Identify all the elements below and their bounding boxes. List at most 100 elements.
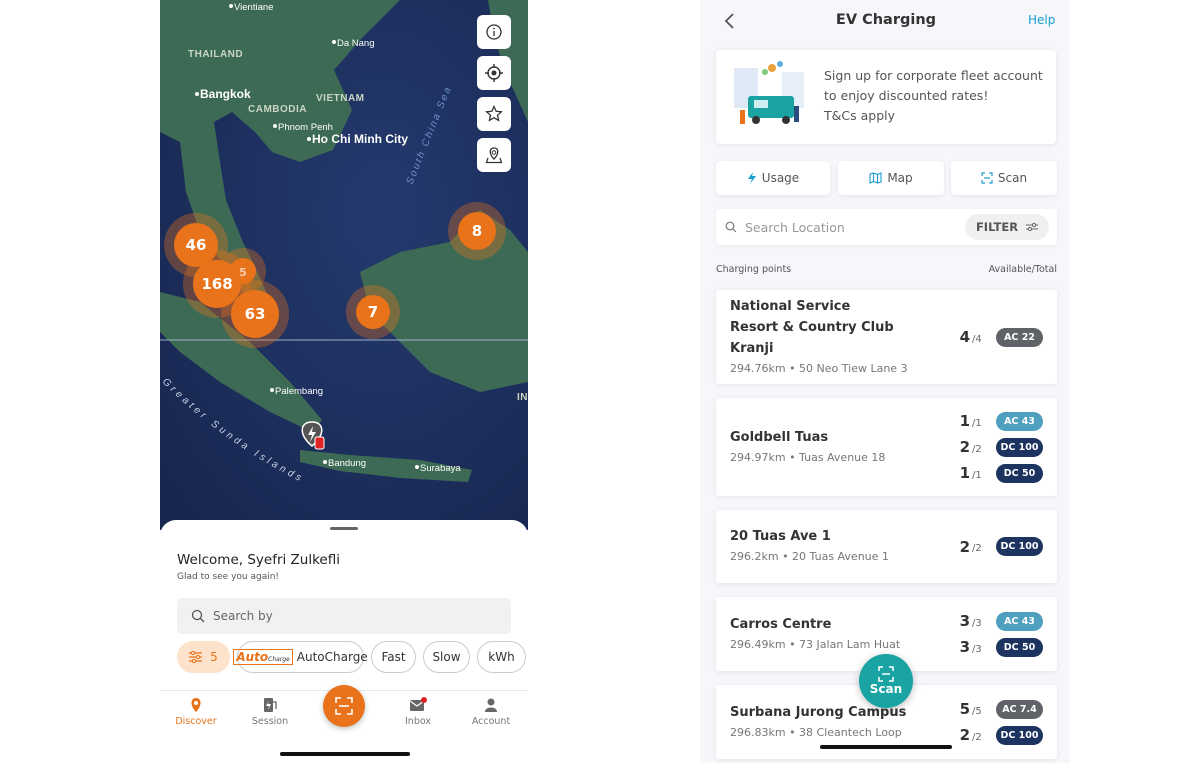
search-placeholder: Search Location: [745, 219, 845, 235]
map-tab[interactable]: Map: [838, 161, 944, 195]
kwh-chip[interactable]: kWh: [477, 641, 526, 673]
connectors: 4/4 AC 22: [959, 290, 1043, 384]
chip-label: Fast: [381, 650, 406, 664]
scan-fab[interactable]: Scan: [859, 654, 913, 708]
home-indicator: [820, 745, 952, 749]
connector-badge: DC 50: [996, 637, 1043, 657]
map-label: Bandung: [328, 458, 366, 469]
logo-charge: Charge: [268, 656, 290, 663]
connector-badge: AC 7.4: [996, 699, 1043, 719]
map-label: Surabaya: [420, 463, 461, 474]
info-button[interactable]: [477, 15, 511, 49]
nav-account[interactable]: Account: [456, 697, 526, 727]
connector-row: 2/2 DC 100: [959, 534, 1043, 560]
home-indicator: [280, 752, 410, 756]
welcome-text: Welcome, Syefri Zulkefli: [177, 552, 340, 568]
search-icon: [725, 221, 737, 233]
cluster-count: 168: [201, 275, 232, 293]
cluster[interactable]: 168: [183, 250, 251, 318]
connector-row: 5/5 AC 7.4: [959, 696, 1043, 722]
nav-session[interactable]: Session: [235, 697, 305, 727]
inbox-icon: [409, 697, 427, 711]
map-dot: [273, 124, 277, 128]
promo-message: Sign up for corporate fleet account to e…: [824, 68, 1043, 103]
usage-icon: [747, 172, 756, 184]
scan-fab[interactable]: [323, 685, 365, 727]
list-label: Charging points: [716, 264, 792, 275]
search-box[interactable]: Search by: [177, 598, 511, 634]
list-right-label: Available/Total: [988, 264, 1057, 275]
autocharge-chip[interactable]: Auto Charge AutoCharge: [233, 641, 368, 673]
map-dot: [229, 4, 233, 8]
total-count: /2: [972, 731, 982, 743]
station-card[interactable]: Goldbell Tuas 294.97km • Tuas Avenue 18 1/…: [716, 398, 1057, 496]
usage-tab[interactable]: Usage: [716, 161, 830, 195]
available-count: 1: [959, 412, 970, 430]
station-info: 20 Tuas Ave 1 296.2km • 20 Tuas Avenue 1: [730, 510, 930, 583]
scan-label: Scan: [869, 682, 903, 696]
filter-chip[interactable]: 5: [177, 641, 230, 673]
welcome-subtitle: Glad to see you again!: [177, 572, 280, 582]
station-detail: 294.76km • 50 Neo Tiew Lane 3: [730, 361, 908, 375]
available-count: 1: [959, 464, 970, 482]
chip-label: Slow: [432, 650, 461, 664]
connector-badge: DC 100: [996, 537, 1043, 556]
connectors: 5/5 AC 7.4 2/2 DC 100: [959, 685, 1043, 759]
station-info: National Service Resort & Country Club K…: [730, 290, 930, 384]
map-dot: [195, 92, 199, 96]
tab-label: Usage: [761, 171, 800, 185]
slow-chip[interactable]: Slow: [423, 641, 470, 673]
total-count: /2: [972, 543, 982, 554]
charger-pin[interactable]: [301, 421, 325, 450]
station-card[interactable]: National Service Resort & Country Club K…: [716, 290, 1057, 384]
screen-title: EV Charging: [835, 12, 937, 28]
session-icon: [264, 698, 277, 712]
cluster[interactable]: 7: [346, 285, 400, 339]
fast-chip[interactable]: Fast: [371, 641, 416, 673]
scan-tab-icon: [981, 172, 993, 184]
favourite-button[interactable]: [477, 97, 511, 131]
filter-button[interactable]: FILTER: [965, 214, 1049, 240]
connectors: 1/1 AC 43 2/2 DC 100 1/1 DC 50: [959, 398, 1043, 496]
connectors: 3/3 AC 43 3/3 DC 50: [959, 597, 1043, 671]
connector-row: 2/2 DC 100: [959, 434, 1043, 460]
pin-button[interactable]: [477, 138, 511, 172]
cluster-count: 7: [368, 303, 378, 321]
map-label: VIETNAM: [316, 93, 365, 104]
connector-row: 1/1 DC 50: [959, 460, 1043, 486]
station-card[interactable]: 20 Tuas Ave 1 296.2km • 20 Tuas Avenue 1 2…: [716, 510, 1057, 583]
station-detail: 296.83km • 38 Cleantech Loop: [730, 725, 902, 739]
cluster[interactable]: 63: [221, 280, 289, 348]
cluster-dot: [356, 295, 390, 329]
locate-icon: [485, 64, 503, 82]
cluster[interactable]: 8: [448, 202, 506, 260]
filter-icon: [1026, 222, 1039, 232]
nav-discover[interactable]: Discover: [161, 697, 231, 727]
map-label: THAILAND: [188, 49, 243, 60]
locate-button[interactable]: [477, 56, 511, 90]
map-dot: [332, 40, 336, 44]
cluster-count: 46: [186, 236, 207, 254]
map-dot: [415, 465, 419, 469]
connector-badge: AC 43: [996, 611, 1043, 631]
scan-tab[interactable]: Scan: [951, 161, 1057, 195]
available-count: 2: [959, 537, 970, 556]
available-count: 2: [959, 726, 970, 744]
connector-badge: DC 100: [996, 437, 1043, 457]
map[interactable]: Vientiane Da Nang THAILAND VIETNAM Bangkok CA…: [160, 0, 528, 530]
promo-illustration: [734, 61, 804, 124]
map-icon: [869, 172, 882, 184]
sheet-handle[interactable]: [330, 527, 358, 530]
promo-banner[interactable]: Sign up for corporate fleet account to e…: [716, 50, 1056, 144]
back-button[interactable]: [722, 12, 738, 30]
nav-inbox[interactable]: Inbox: [383, 697, 453, 727]
connector-badge: DC 100: [996, 725, 1043, 745]
station-name: Goldbell Tuas: [730, 429, 829, 445]
autocharge-logo: Auto Charge: [233, 649, 293, 665]
connector-row: 2/2 DC 100: [959, 722, 1043, 748]
filter-count: 5: [210, 650, 218, 664]
map-label: Ho Chi Minh City: [312, 132, 408, 146]
help-link[interactable]: Help: [1028, 13, 1056, 27]
map-dot: [270, 388, 274, 392]
